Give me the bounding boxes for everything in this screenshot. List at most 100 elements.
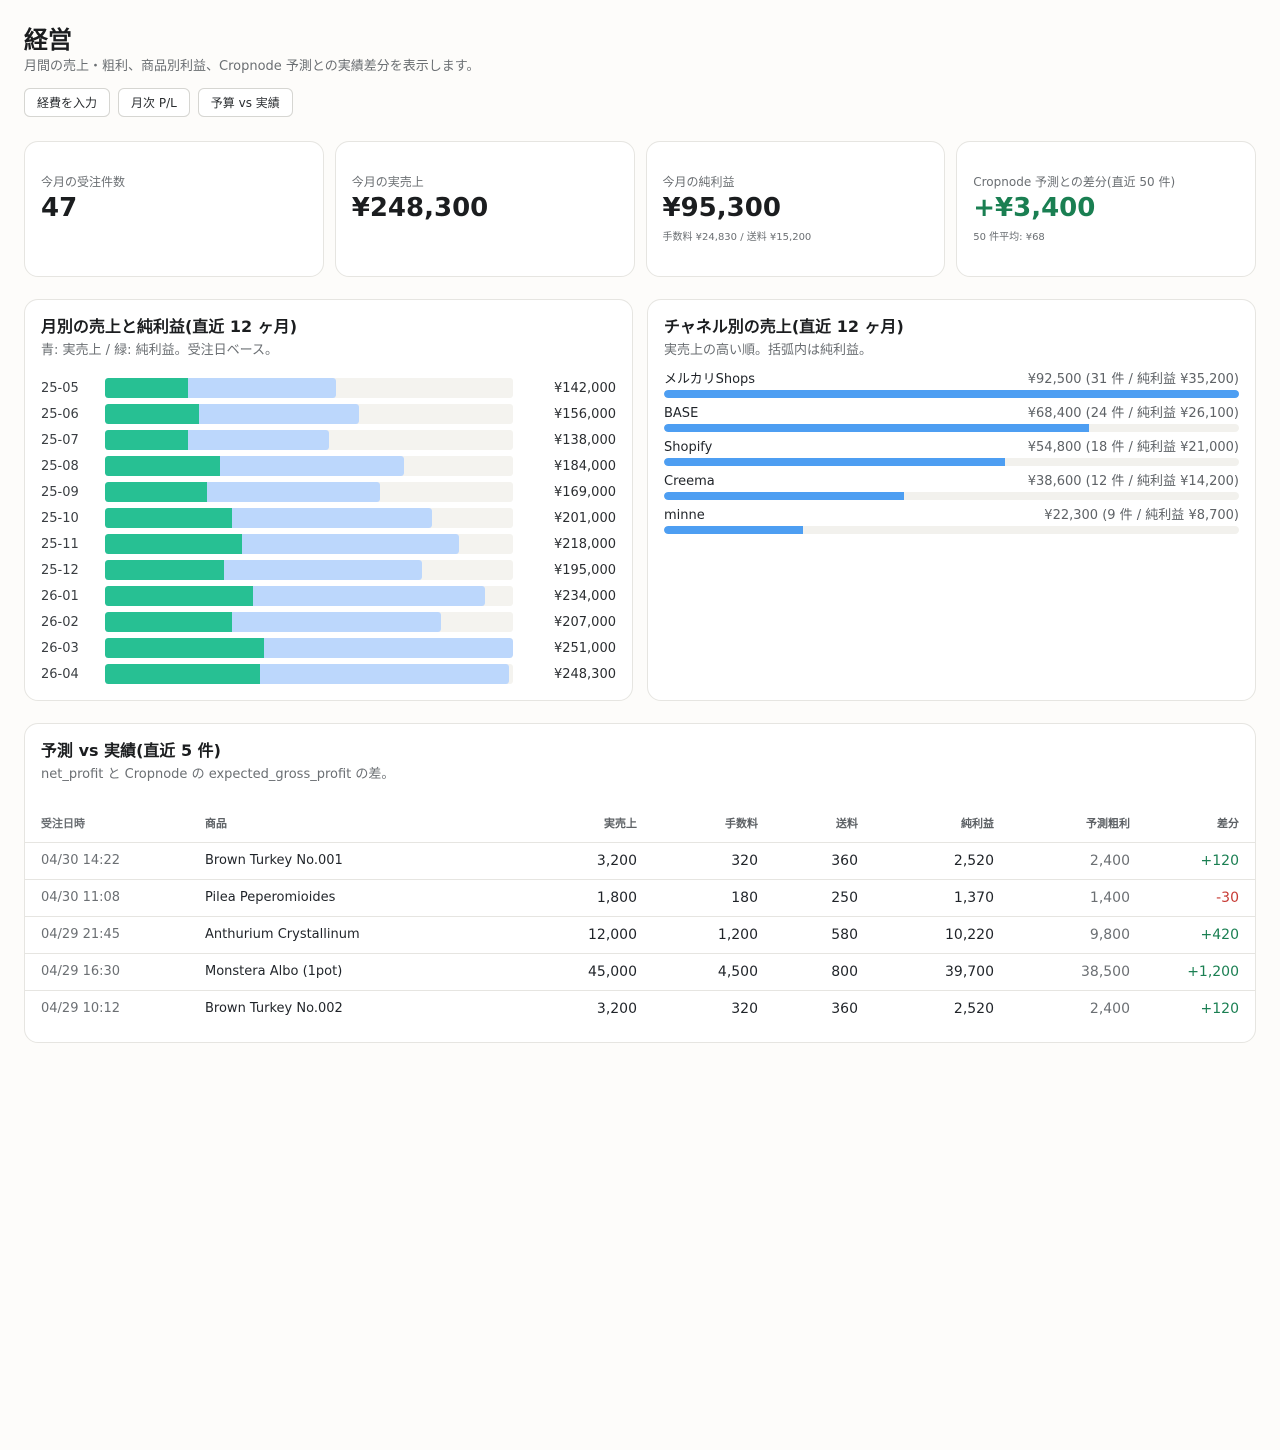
month-sales-value: ¥138,000 [553, 432, 616, 448]
month-bar-track [105, 534, 513, 554]
month-bar-track [105, 508, 513, 528]
month-label: 26-04 [41, 666, 79, 682]
panel-title: チャネル別の売上(直近 12 ヶ月) [664, 317, 904, 336]
column-header-expected-profit: 予測粗利 [994, 805, 1130, 843]
month-label: 25-06 [41, 406, 79, 422]
cell-shipping: 360 [831, 1000, 858, 1017]
page-subtitle: 月間の売上・粗利、商品別利益、Cropnode 予測との実績差分を表示します。 [24, 59, 480, 74]
budget-vs-actual-button[interactable]: 予算 vs 実績 [197, 88, 293, 117]
channel-name: BASE [664, 406, 699, 421]
month-label: 26-03 [41, 640, 79, 656]
month-row: 25-11 ¥218,000 [41, 531, 616, 557]
month-row: 25-05 ¥142,000 [41, 375, 616, 401]
forecast-table-body: 04/30 14:22 Brown Turkey No.001 3,200 320 36… [25, 842, 1255, 1027]
forecast-table: 受注日時 商品 実売上 手数料 送料 純利益 予測粗利 差分 04/30 14:… [25, 805, 1255, 1027]
cell-net-profit: 10,220 [858, 916, 994, 954]
cell-fee: 180 [637, 879, 758, 917]
profit-bar [105, 560, 224, 580]
cell-item: Pilea Peperomioides [205, 879, 495, 917]
cell-net-profit: 39,700 [858, 953, 994, 991]
cell-fee: 1,200 [637, 916, 758, 954]
forecast-vs-actual-panel: 予測 vs 実績(直近 5 件) net_profit と Cropnode の… [24, 723, 1256, 1043]
month-sales-value: ¥201,000 [553, 510, 616, 526]
month-sales-value: ¥251,000 [553, 640, 616, 656]
channel-item: Creema ¥38,600 (12 件 / 純利益 ¥14,200) [664, 474, 1239, 500]
channel-value: ¥38,600 (12 件 / 純利益 ¥14,200) [1027, 474, 1239, 489]
profit-bar [105, 664, 260, 684]
channel-item: minne ¥22,300 (9 件 / 純利益 ¥8,700) [664, 508, 1239, 534]
enter-expense-button[interactable]: 経費を入力 [24, 88, 111, 117]
cell-diff: +1,200 [1130, 953, 1255, 991]
profit-bar [105, 378, 188, 398]
table-row: 04/29 10:12 Brown Turkey No.002 3,200 320 36… [25, 990, 1255, 1027]
profit-bar [105, 534, 242, 554]
kpi-label: Cropnode 予測との差分(直近 50 件) [973, 175, 1176, 189]
channel-name: Shopify [664, 440, 713, 455]
month-sales-value: ¥248,300 [553, 666, 616, 682]
kpi-label: 今月の受注件数 [41, 175, 126, 189]
cell-date: 04/30 11:08 [25, 879, 205, 917]
profit-bar [105, 586, 253, 606]
profit-bar [105, 638, 265, 658]
column-header-date: 受注日時 [25, 805, 205, 843]
cell-item: Brown Turkey No.001 [205, 842, 495, 880]
month-row: 25-09 ¥169,000 [41, 479, 616, 505]
cell-fee: 4,500 [637, 953, 758, 991]
kpi-order-count: 今月の受注件数 47 [24, 141, 324, 277]
panel-title: 予測 vs 実績(直近 5 件) [41, 741, 221, 760]
month-row: 25-07 ¥138,000 [41, 427, 616, 453]
channel-value: ¥22,300 (9 件 / 純利益 ¥8,700) [1044, 508, 1239, 523]
channel-bar [664, 526, 803, 534]
month-bar-track [105, 378, 513, 398]
channel-head: BASE ¥68,400 (24 件 / 純利益 ¥26,100) [664, 406, 1239, 422]
monthly-pl-button[interactable]: 月次 P/L [118, 88, 190, 117]
month-row: 26-03 ¥251,000 [41, 635, 616, 661]
cell-date: 04/29 10:12 [41, 1001, 121, 1017]
cell-expected-profit: 2,400 [994, 842, 1130, 880]
cell-sales: 3,200 [596, 1000, 637, 1017]
channel-bar-track [664, 424, 1239, 432]
kpi-value: ¥248,300 [351, 193, 489, 223]
cell-diff: +120 [1200, 1000, 1239, 1017]
page: 経営 月間の売上・粗利、商品別利益、Cropnode 予測との実績差分を表示しま… [24, 26, 1256, 1043]
kpi-net-profit: 今月の純利益 ¥95,300 手数料 ¥24,830 / 送料 ¥15,200 [645, 141, 946, 277]
monthly-bar-list: 25-05 ¥142,000 25-06 ¥156,000 25-07 ¥138,000 2… [41, 375, 616, 687]
page-title: 経営 [24, 26, 72, 54]
cell-sales: 3,200 [495, 842, 637, 880]
cell-expected-profit: 9,800 [994, 916, 1130, 954]
month-bar-track [105, 482, 513, 502]
month-bar-track [105, 586, 513, 606]
channel-bar [664, 424, 1090, 432]
month-label: 25-12 [41, 562, 79, 578]
month-bar-track [105, 560, 513, 580]
panel-subtitle: 青: 実売上 / 緑: 純利益。受注日ベース。 [41, 343, 279, 358]
channel-value: ¥68,400 (24 件 / 純利益 ¥26,100) [1027, 406, 1239, 421]
month-row: 26-04 ¥248,300 [41, 661, 616, 687]
month-bar-track [105, 664, 513, 684]
cell-item: Brown Turkey No.002 [205, 1001, 343, 1017]
kpi-label: 今月の純利益 [662, 175, 735, 189]
channel-bar [664, 492, 904, 500]
channel-bar-track [664, 526, 1239, 534]
profit-bar [105, 404, 200, 424]
month-sales-value: ¥184,000 [553, 458, 616, 474]
month-label: 26-02 [41, 614, 79, 630]
month-bar-track [105, 612, 513, 632]
cell-sales: 1,800 [495, 879, 637, 917]
cell-shipping: 360 [758, 842, 858, 880]
column-header-sales: 実売上 [495, 805, 637, 843]
month-label: 25-09 [41, 484, 79, 500]
channel-head: メルカリShops ¥92,500 (31 件 / 純利益 ¥35,200) [664, 372, 1239, 388]
channel-name: Creema [664, 474, 715, 489]
table-row: 04/30 11:08 Pilea Peperomioides 1,800 180 25… [25, 879, 1255, 917]
kpi-note: 50 件平均: ¥68 [973, 232, 1045, 243]
cell-diff: +420 [1130, 916, 1255, 954]
cell-item: Anthurium Crystallinum [205, 916, 495, 954]
column-header-item: 商品 [205, 805, 495, 843]
kpi-forecast-diff: Cropnode 予測との差分(直近 50 件) +¥3,400 50 件平均:… [956, 141, 1256, 277]
channel-bar-track [664, 458, 1239, 466]
month-bar-track [105, 638, 513, 658]
channel-head: minne ¥22,300 (9 件 / 純利益 ¥8,700) [664, 508, 1239, 524]
month-label: 25-08 [41, 458, 79, 474]
month-sales-value: ¥218,000 [553, 536, 616, 552]
